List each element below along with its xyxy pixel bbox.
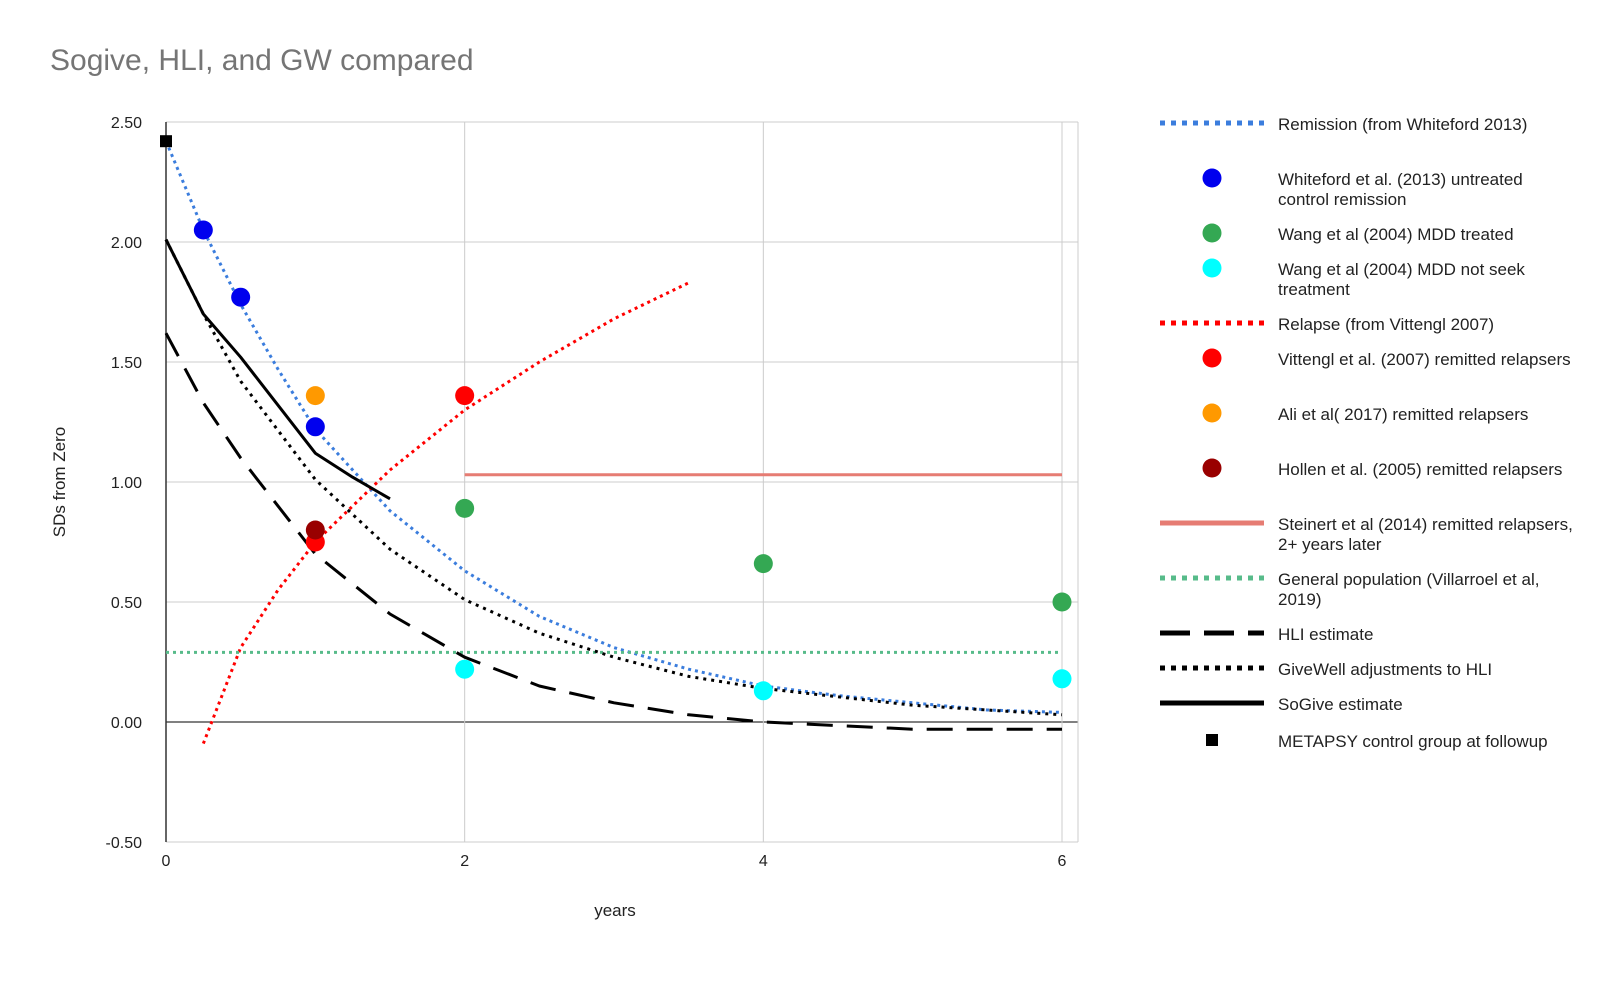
legend-item-wang-et-al-2004-mdd-not-seek-treatment: Wang et al (2004) MDD not seek treatment xyxy=(1160,258,1580,302)
x-tick-label: 0 xyxy=(162,853,171,870)
y-tick-label: 1.50 xyxy=(111,355,142,372)
data-point-whiteford-et-al-2013-untreated-control-remission xyxy=(305,417,325,437)
legend-item-wang-et-al-2004-mdd-treated: Wang et al (2004) MDD treated xyxy=(1160,223,1580,267)
legend-label: METAPSY control group at followup xyxy=(1278,732,1548,751)
legend-swatch xyxy=(1202,348,1222,368)
legend-item-hli-estimate: HLI estimate xyxy=(1160,623,1580,667)
data-point-metapsy-control-group-at-followup xyxy=(160,135,172,148)
legend-label: Wang et al (2004) MDD not seek treatment xyxy=(1278,260,1525,299)
chart-title: Sogive, HLI, and GW compared xyxy=(50,44,474,77)
y-tick-label: 2.50 xyxy=(111,115,142,132)
legend-item-metapsy-control-group-at-followup: METAPSY control group at followup xyxy=(1160,730,1580,774)
series-line-givewell-adjustments-to-hli xyxy=(164,238,1063,717)
y-axis-title: SDs from Zero xyxy=(50,427,69,538)
x-tick-label: 4 xyxy=(759,853,768,870)
data-point-wang-et-al-2004-mdd-treated xyxy=(455,498,475,518)
legend-swatch xyxy=(1160,700,1264,706)
legend-item-hollen-et-al-2005-remitted-relapsers: Hollen et al. (2005) remitted relapsers xyxy=(1160,458,1580,502)
legend-marker xyxy=(1206,734,1218,746)
legend-marker xyxy=(1202,168,1222,188)
data-point-wang-et-al-2004-mdd-not-seek-treatment xyxy=(455,659,475,679)
legend-swatch xyxy=(1202,403,1222,423)
y-tick-label: 0.00 xyxy=(111,715,142,732)
x-axis-title: years xyxy=(594,901,636,920)
legend-item-vittengl-et-al-2007-remitted-relapsers: Vittengl et al. (2007) remitted relapser… xyxy=(1160,348,1580,392)
legend-swatch xyxy=(1160,520,1264,526)
data-point-wang-et-al-2004-mdd-treated xyxy=(1052,592,1072,612)
legend-swatch xyxy=(1206,734,1218,746)
legend-swatch xyxy=(1160,665,1264,671)
legend-marker xyxy=(1202,223,1222,243)
legend-marker xyxy=(1202,403,1222,423)
legend-swatch xyxy=(1202,223,1222,243)
legend-label: Wang et al (2004) MDD treated xyxy=(1278,225,1514,244)
x-tick-label: 2 xyxy=(460,853,469,870)
series-line-remission-from-whiteford-2013 xyxy=(164,140,1063,714)
x-tick-label: 6 xyxy=(1058,853,1067,870)
legend-label: Ali et al( 2017) remitted relapsers xyxy=(1278,405,1529,424)
y-tick-label: 1.00 xyxy=(111,475,142,492)
legend-swatch xyxy=(1160,630,1264,636)
data-point-ali-et-al-2017-remitted-relapsers xyxy=(305,386,325,406)
series-line-sogive-estimate xyxy=(164,238,391,501)
legend-swatch xyxy=(1202,458,1222,478)
legend-label: Vittengl et al. (2007) remitted relapser… xyxy=(1278,350,1571,369)
legend-label: Remission (from Whiteford 2013) xyxy=(1278,115,1528,134)
data-point-whiteford-et-al-2013-untreated-control-remission xyxy=(193,220,213,240)
legend-item-whiteford-et-al-2013-untreated-control-remission: Whiteford et al. (2013) untreated contro… xyxy=(1160,168,1580,212)
legend-label: HLI estimate xyxy=(1278,625,1374,644)
legend-label: GiveWell adjustments to HLI xyxy=(1278,660,1493,679)
series-line-hli-estimate xyxy=(164,332,1062,731)
legend-label: Hollen et al. (2005) remitted relapsers xyxy=(1278,460,1563,479)
legend-item-givewell-adjustments-to-hli: GiveWell adjustments to HLI xyxy=(1160,658,1580,702)
legend-label: Relapse (from Vittengl 2007) xyxy=(1278,315,1495,334)
y-tick-label: -0.50 xyxy=(106,835,143,852)
y-tick-label: 2.00 xyxy=(111,235,142,252)
legend-label: SoGive estimate xyxy=(1278,695,1403,714)
legend-item-sogive-estimate: SoGive estimate xyxy=(1160,693,1580,737)
y-tick-label: 0.50 xyxy=(111,595,142,612)
legend-label: Steinert et al (2014) remitted relapsers… xyxy=(1278,515,1573,554)
legend-swatch xyxy=(1160,320,1264,326)
legend-item-relapse-from-vittengl-2007: Relapse (from Vittengl 2007) xyxy=(1160,313,1580,357)
data-point-whiteford-et-al-2013-untreated-control-remission xyxy=(231,287,251,307)
legend-label: General population (Villarroel et al, 20… xyxy=(1278,570,1540,609)
series-line-relapse-from-vittengl-2007 xyxy=(201,281,690,745)
data-point-wang-et-al-2004-mdd-not-seek-treatment xyxy=(1052,669,1072,689)
legend-swatch xyxy=(1160,120,1264,126)
data-point-hollen-et-al-2005-remitted-relapsers xyxy=(305,520,325,540)
data-point-vittengl-et-al-2007-remitted-relapsers xyxy=(455,386,475,406)
data-point-wang-et-al-2004-mdd-not-seek-treatment xyxy=(753,681,773,701)
legend-item-ali-et-al-2017-remitted-relapsers: Ali et al( 2017) remitted relapsers xyxy=(1160,403,1580,447)
legend-marker xyxy=(1202,458,1222,478)
legend-item-general-population-villarroel-et-al-2019: General population (Villarroel et al, 20… xyxy=(1160,568,1580,612)
legend-swatch xyxy=(1202,258,1222,278)
legend-swatch xyxy=(1202,168,1222,188)
legend-item-steinert-et-al-2014-remitted-relapsers-2-years-later: Steinert et al (2014) remitted relapsers… xyxy=(1160,513,1580,557)
legend-swatch xyxy=(1160,575,1264,581)
legend-item-remission-from-whiteford-2013: Remission (from Whiteford 2013) xyxy=(1160,113,1580,157)
legend-marker xyxy=(1202,258,1222,278)
data-point-wang-et-al-2004-mdd-treated xyxy=(753,554,773,574)
legend-marker xyxy=(1202,348,1222,368)
legend-label: Whiteford et al. (2013) untreated contro… xyxy=(1278,170,1523,209)
